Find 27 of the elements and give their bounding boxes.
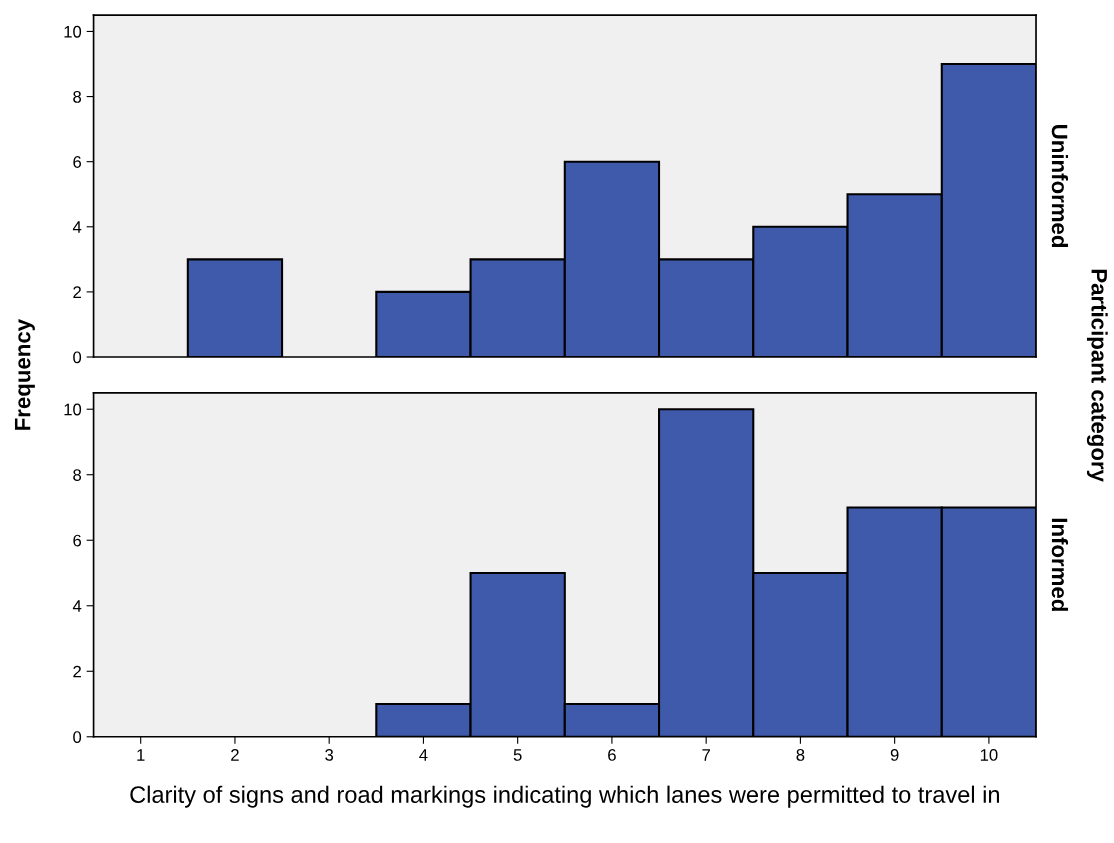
y-tick-label: 2 <box>73 286 81 298</box>
y-tick-label: 6 <box>73 534 82 547</box>
y-tick-label: 8 <box>73 469 82 481</box>
y-tick-label: 0 <box>73 731 82 743</box>
y-tick-label: 4 <box>72 221 82 233</box>
x-tick-label: 1 <box>137 749 145 761</box>
x-axis-title: Clarity of signs and road markings indicating which lanes were permitted to travel in <box>130 785 999 808</box>
x-tick-label: 2 <box>231 749 239 761</box>
y-axis-title: Frequency <box>14 319 35 430</box>
x-tick-label: 4 <box>419 749 428 761</box>
y-tick-label: 6 <box>73 156 82 168</box>
y-tick-label: 2 <box>73 665 81 678</box>
text: Participant category <box>1086 269 1108 482</box>
x-tick-label: 10 <box>980 749 998 761</box>
x-tick-label: 7 <box>702 749 710 761</box>
y2-axis-title: Uninformed <box>1051 125 1069 247</box>
x-tick-label: 5 <box>513 749 522 761</box>
x-tick-label: 6 <box>608 749 616 761</box>
x-tick-label: 9 <box>890 749 899 761</box>
y-tick-label: 0 <box>73 351 82 364</box>
y-tick-label: 10 <box>64 25 82 38</box>
x-tick-label: 3 <box>325 749 334 761</box>
y-tick-label: 10 <box>64 403 82 416</box>
y-tick-label: 4 <box>72 600 82 612</box>
y2-axis-title: Informed <box>1051 518 1069 611</box>
y-tick-label: 8 <box>73 90 82 103</box>
x-tick-label: 8 <box>796 749 805 761</box>
